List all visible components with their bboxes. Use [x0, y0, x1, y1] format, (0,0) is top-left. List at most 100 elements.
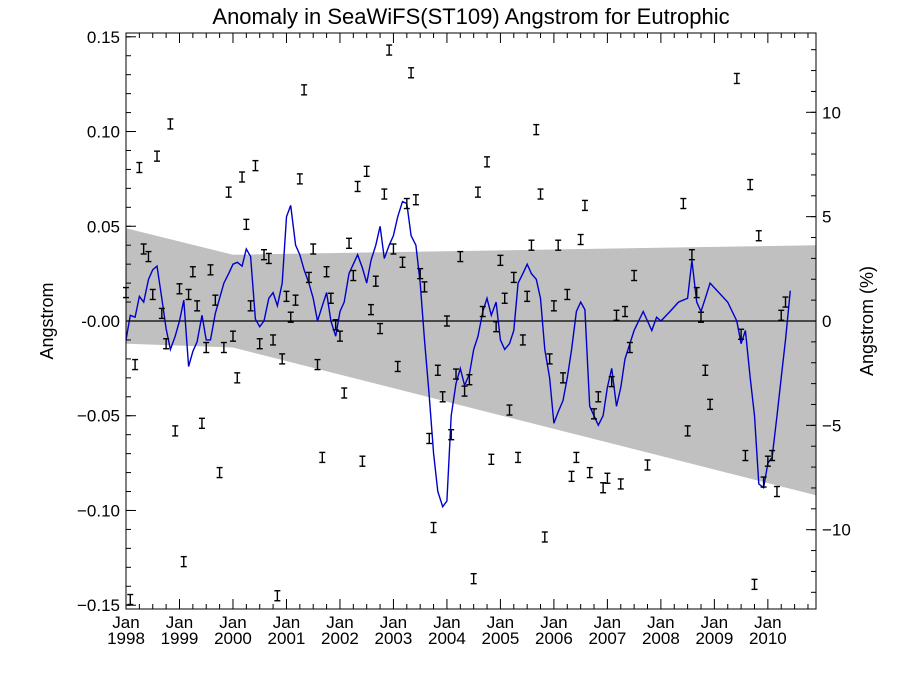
- data-point: [212, 294, 219, 306]
- data-point: [136, 161, 143, 174]
- x-tick-label-year: 2003: [375, 629, 413, 648]
- data-point: [403, 197, 410, 210]
- x-tick-label-year: 2008: [642, 629, 680, 648]
- data-point: [274, 590, 281, 602]
- x-tick-label-year: 2002: [321, 629, 359, 648]
- data-point: [239, 171, 246, 183]
- data-point: [533, 123, 540, 136]
- x-tick-label-year: 1998: [107, 629, 145, 648]
- data-point: [470, 572, 477, 585]
- x-tick-label-year: 2006: [535, 629, 573, 648]
- data-point: [287, 311, 294, 323]
- data-point: [189, 266, 196, 278]
- data-point: [354, 180, 361, 193]
- data-point: [279, 353, 286, 365]
- data-point: [747, 178, 754, 191]
- data-point: [176, 283, 183, 295]
- x-tick-label-year: 2010: [749, 629, 787, 648]
- y-axis-label-right: Angstrom (%): [857, 266, 877, 376]
- data-point: [261, 248, 267, 261]
- data-point: [377, 322, 384, 335]
- data-point: [474, 186, 481, 198]
- data-point: [564, 288, 571, 301]
- x-tick-label-year: 2007: [588, 629, 626, 648]
- data-point: [252, 159, 259, 172]
- data-point: [386, 44, 393, 56]
- data-point: [430, 521, 437, 534]
- data-point: [283, 290, 290, 303]
- data-point: [412, 194, 419, 206]
- data-point: [742, 449, 749, 462]
- data-point: [341, 387, 348, 399]
- data-point: [461, 385, 468, 397]
- x-tick-label-month: Jan: [487, 613, 514, 632]
- data-point: [220, 341, 227, 354]
- data-point: [702, 364, 709, 376]
- data-point: [198, 417, 205, 430]
- data-point: [207, 264, 214, 276]
- data-point: [546, 353, 553, 365]
- x-tick-label-year: 2001: [268, 629, 306, 648]
- data-point: [581, 199, 588, 212]
- y-right-tick-label: 10: [822, 103, 841, 122]
- y-axis-left: 0.15 0.10 0.05 -0.00 −0.05 −0.10 −0.15: [77, 28, 136, 615]
- data-point: [225, 186, 232, 198]
- data-point: [466, 374, 473, 386]
- data-point: [172, 425, 179, 437]
- data-point: [327, 292, 334, 304]
- data-point: [443, 315, 450, 327]
- data-point: [158, 307, 165, 320]
- data-point: [243, 218, 250, 231]
- data-point: [497, 254, 504, 267]
- x-tick-label-year: 2009: [695, 629, 733, 648]
- x-tick-label-month: Jan: [273, 613, 300, 632]
- data-point: [510, 271, 517, 284]
- data-point: [367, 303, 374, 316]
- data-point: [550, 300, 557, 312]
- data-point: [216, 466, 223, 479]
- chart-title: Anomaly in SeaWiFS(ST109) Angstrom for E…: [212, 4, 729, 29]
- data-point: [381, 188, 388, 200]
- data-point: [644, 459, 651, 471]
- data-point: [399, 256, 406, 268]
- data-point: [247, 300, 254, 312]
- x-tick-label-month: Jan: [326, 613, 353, 632]
- data-point: [421, 281, 428, 293]
- y-tick-label: −0.10: [77, 501, 120, 520]
- data-point: [270, 334, 277, 346]
- x-tick-label-month: Jan: [754, 613, 781, 632]
- x-tick-label-year: 1999: [161, 629, 199, 648]
- data-point: [493, 320, 500, 333]
- x-tick-label-month: Jan: [166, 613, 193, 632]
- data-point: [568, 470, 575, 483]
- x-tick-label-month: Jan: [219, 613, 246, 632]
- data-point: [234, 372, 241, 384]
- data-point: [782, 296, 789, 308]
- data-point: [515, 451, 522, 464]
- x-tick-label-month: Jan: [433, 613, 460, 632]
- data-point: [555, 239, 562, 251]
- data-point: [524, 290, 531, 303]
- data-point: [163, 338, 170, 350]
- data-point: [613, 309, 620, 322]
- y-axis-right: 10 5 0 −5 −10: [806, 49, 851, 593]
- data-point: [738, 328, 745, 340]
- data-point: [434, 364, 441, 376]
- data-point: [301, 84, 308, 96]
- y-tick-label: 0.15: [87, 28, 120, 47]
- data-point: [145, 250, 152, 263]
- x-tick-label-month: Jan: [380, 613, 407, 632]
- y-tick-label: −0.05: [77, 407, 120, 426]
- data-point: [484, 156, 491, 168]
- data-point: [693, 286, 700, 299]
- data-point: [140, 243, 147, 255]
- data-point: [733, 72, 740, 85]
- x-tick-label-month: Jan: [540, 613, 567, 632]
- data-point: [604, 472, 611, 484]
- data-point: [457, 250, 464, 263]
- data-point: [488, 453, 495, 466]
- data-point: [586, 466, 593, 479]
- y-right-tick-label: 0: [822, 312, 831, 331]
- data-point: [773, 485, 780, 498]
